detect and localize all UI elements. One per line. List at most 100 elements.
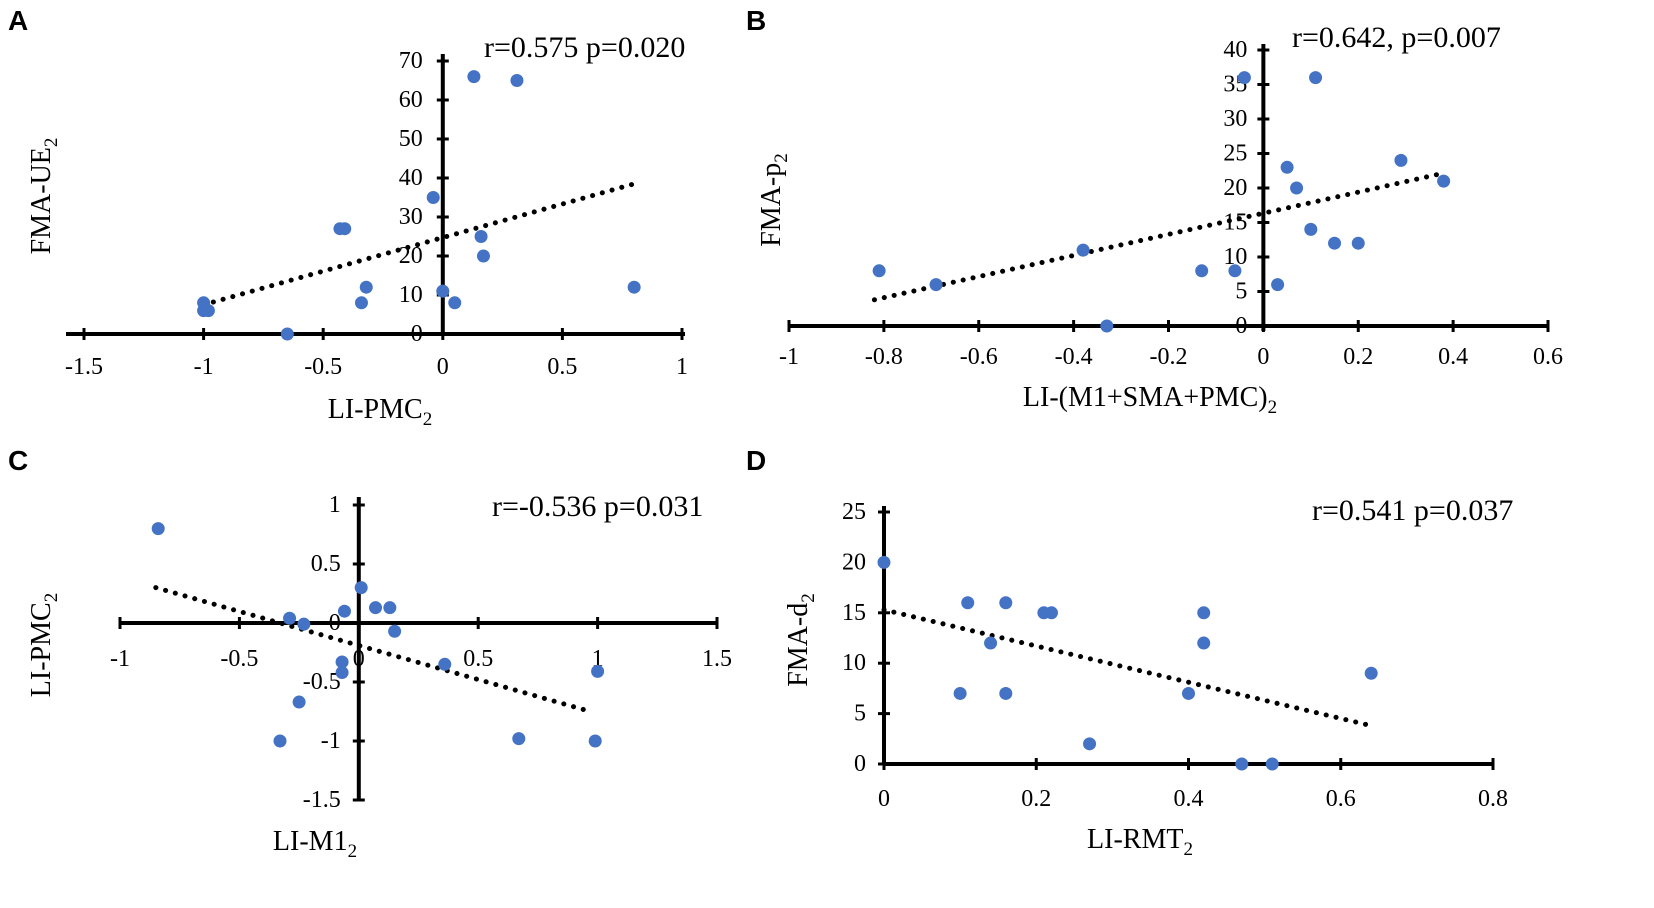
data-point bbox=[297, 617, 311, 631]
data-point bbox=[426, 191, 440, 204]
panel-letter: D bbox=[746, 445, 766, 476]
data-point bbox=[1351, 236, 1365, 250]
x-tick-label: -1 bbox=[110, 646, 130, 672]
data-point bbox=[383, 601, 397, 615]
data-point bbox=[1290, 181, 1304, 195]
x-tick-label: 0.6 bbox=[1533, 344, 1563, 370]
y-tick-label: 0 bbox=[854, 751, 866, 777]
data-point bbox=[627, 280, 641, 294]
x-axis-label-sub: 2 bbox=[423, 409, 433, 430]
x-tick-label: 0 bbox=[1257, 344, 1269, 370]
y-tick-label: 40 bbox=[399, 165, 423, 191]
x-axis-label-sub: 2 bbox=[348, 841, 358, 862]
y-tick-label: 30 bbox=[1223, 106, 1247, 132]
y-axis-label-main: FMA-d bbox=[783, 603, 814, 687]
y-tick-label: 10 bbox=[399, 282, 423, 308]
y-tick-label: 5 bbox=[1235, 279, 1247, 305]
y-tick-label: -1.5 bbox=[303, 787, 341, 813]
y-tick-label: 50 bbox=[399, 126, 423, 152]
data-point bbox=[369, 601, 383, 615]
data-point bbox=[338, 222, 352, 236]
y-axis-label-main: FMA-p bbox=[756, 163, 787, 247]
data-point bbox=[292, 695, 306, 709]
data-point bbox=[1437, 174, 1451, 188]
data-point bbox=[1237, 71, 1251, 85]
data-point bbox=[510, 74, 524, 87]
x-tick-label: 0.6 bbox=[1326, 786, 1356, 812]
correlation-annotation: r=0.575 p=0.020 bbox=[484, 31, 685, 64]
x-axis-label-sub: 2 bbox=[1183, 839, 1193, 860]
data-point bbox=[872, 264, 886, 278]
trendline bbox=[881, 607, 1374, 729]
y-tick-label: 10 bbox=[842, 650, 866, 676]
y-tick-label: 40 bbox=[1223, 37, 1247, 63]
panel-letter: C bbox=[8, 445, 28, 476]
x-tick-label: -1 bbox=[194, 354, 214, 380]
data-point bbox=[1280, 160, 1294, 174]
data-point bbox=[438, 657, 452, 671]
y-tick-label: 1 bbox=[329, 492, 341, 518]
x-axis-label-main: LI-M1 bbox=[273, 826, 348, 857]
data-point bbox=[448, 296, 462, 310]
y-tick-label: 25 bbox=[1223, 141, 1247, 167]
x-axis-label: LI-PMC2 bbox=[328, 394, 432, 430]
x-axis-label-main: LI-(M1+SMA+PMC) bbox=[1023, 382, 1268, 413]
data-point bbox=[591, 664, 605, 678]
x-tick-label: -0.8 bbox=[865, 344, 903, 370]
x-tick-label: 1.5 bbox=[702, 646, 732, 672]
y-tick-label: 15 bbox=[1223, 210, 1247, 236]
x-axis-label-main: LI-PMC bbox=[328, 394, 423, 425]
data-point bbox=[1100, 319, 1114, 333]
data-point bbox=[474, 230, 488, 243]
data-point bbox=[1044, 606, 1058, 620]
data-point bbox=[1394, 153, 1408, 167]
data-point bbox=[1076, 243, 1090, 257]
x-tick-label: 0 bbox=[437, 354, 449, 380]
data-point bbox=[1182, 686, 1195, 700]
data-point bbox=[588, 734, 602, 748]
y-tick-label: 0 bbox=[411, 321, 423, 347]
x-tick-label: 1 bbox=[676, 354, 688, 380]
y-tick-label: 60 bbox=[399, 87, 423, 113]
data-point bbox=[283, 611, 297, 625]
x-tick-label: -0.6 bbox=[960, 344, 998, 370]
x-tick-label: -0.5 bbox=[304, 354, 342, 380]
data-point bbox=[388, 624, 402, 638]
y-tick-label: 30 bbox=[399, 204, 423, 230]
data-point bbox=[512, 732, 526, 746]
y-tick-label: 5 bbox=[854, 701, 866, 727]
data-point bbox=[1235, 757, 1249, 771]
data-point bbox=[1197, 606, 1211, 620]
y-axis-label-sub: 2 bbox=[41, 138, 62, 148]
trendline bbox=[201, 181, 637, 308]
x-tick-label: -0.4 bbox=[1055, 344, 1093, 370]
y-tick-label: 20 bbox=[399, 243, 423, 269]
data-point bbox=[1271, 278, 1285, 292]
y-axis-label: FMA-p2 bbox=[756, 153, 792, 247]
y-axis-label-sub: 2 bbox=[798, 593, 819, 603]
data-point bbox=[467, 70, 481, 84]
data-point bbox=[1195, 264, 1209, 278]
x-axis-label-main: LI-RMT bbox=[1087, 824, 1183, 855]
x-tick-label: 0.8 bbox=[1478, 786, 1508, 812]
data-point bbox=[201, 304, 215, 318]
data-point bbox=[1265, 757, 1279, 771]
data-point bbox=[929, 278, 943, 292]
panel-letter: B bbox=[746, 5, 766, 36]
x-axis-label: LI-(M1+SMA+PMC)2 bbox=[1023, 382, 1277, 418]
x-tick-label: -0.2 bbox=[1150, 344, 1188, 370]
data-point bbox=[151, 522, 165, 536]
y-tick-label: 70 bbox=[399, 48, 423, 74]
y-tick-label: 25 bbox=[842, 499, 866, 525]
data-point bbox=[1364, 666, 1378, 680]
y-axis-label-main: LI-PMC bbox=[26, 602, 57, 697]
data-point bbox=[1197, 636, 1211, 650]
x-tick-label: 1 bbox=[592, 646, 604, 672]
y-tick-label: 15 bbox=[842, 600, 866, 626]
y-tick-label: 20 bbox=[1223, 175, 1247, 201]
data-point bbox=[354, 581, 368, 595]
x-tick-label: 0.2 bbox=[1343, 344, 1373, 370]
y-axis-label: FMA-d2 bbox=[783, 593, 819, 687]
y-tick-label: 20 bbox=[842, 549, 866, 575]
